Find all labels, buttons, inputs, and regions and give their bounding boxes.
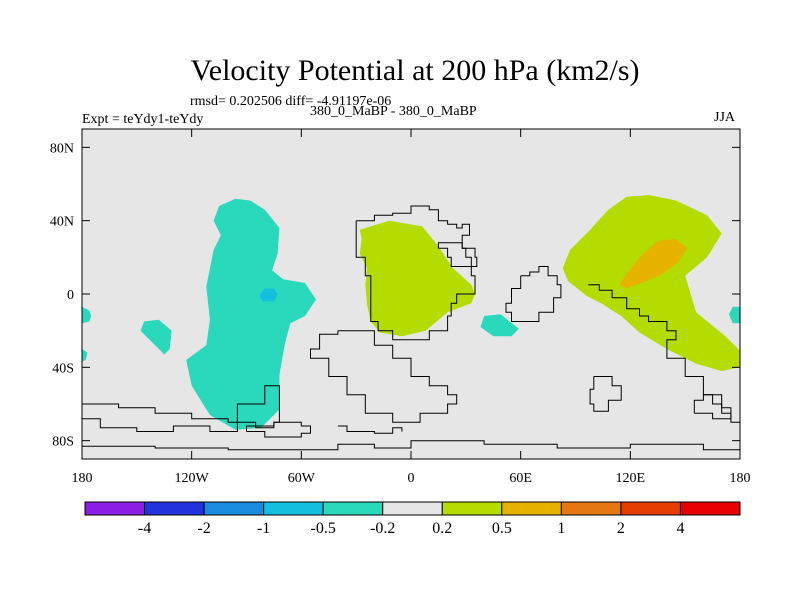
x-tick-label: 180 [730,471,751,486]
negative-region-south-pacific [140,319,172,355]
colorbar-label: 1 [557,520,565,537]
stats-label: rmsd= 0.202506 diff= -4.91197e-06 [190,94,392,109]
contour-regions [82,195,740,430]
colorbar-label: -4 [138,520,151,537]
coastline-6 [337,425,403,434]
season-label: JJA [714,110,736,125]
coastline-0 [355,205,476,341]
colorbar-swatch [144,501,205,516]
x-axis-ticks: 180 120W 60W 0 60E 120E 180 [72,129,751,486]
negative-region-west-small [82,349,88,362]
x-tick-label: 0 [408,471,415,486]
colorbar-label: -2 [197,520,210,537]
colorbar-swatch [382,501,443,516]
coastline-outlines [82,205,740,451]
coastline-1 [437,242,478,267]
coastline-7 [589,376,622,412]
colorbar-swatch [679,501,741,516]
y-tick-label: 80N [50,141,74,156]
positive-region-asia [562,195,740,371]
experiment-label: Expt = teYdy1-teYdy [82,112,204,127]
colorbar-label: 2 [617,520,625,537]
coastline-8 [693,394,732,420]
y-axis-ticks: 80N 40N 0 40S 80S [50,141,740,450]
chart-title: Velocity Potential at 200 hPa (km2/s) [190,54,640,87]
colorbar-label: 0.2 [432,520,452,537]
y-tick-label: 0 [67,288,74,303]
coastline-4 [82,385,280,432]
x-tick-label: 120E [616,471,646,486]
negative-region-pacific-east [186,198,316,430]
colorbar-swatch [322,501,384,516]
colorbar-label: 4 [676,520,684,537]
colorbar: -4 -2 -1 -0.5 -0.2 0.2 0.5 1 2 4 [84,501,741,537]
colorbar-swatch [263,501,324,516]
coastline-5 [82,440,740,451]
coastline-3 [310,330,458,423]
positive-region-africa [359,220,475,337]
positive-region-asia-core [619,239,687,289]
colorbar-label: -1 [257,520,270,537]
y-tick-label: 80S [52,435,74,450]
colorbar-swatch [441,501,503,516]
colorbar-swatch [84,501,146,516]
x-tick-label: 180 [72,471,93,486]
negative-region-east-edge [729,306,740,324]
negative-region-indian-ocean [480,314,519,337]
negative-region-west-edge [82,306,92,324]
colorbar-swatch [501,501,562,516]
colorbar-swatch [203,501,265,516]
colorbar-swatch [620,501,681,516]
colorbar-label: 0.5 [492,520,512,537]
colorbar-label: -0.2 [370,520,395,537]
x-tick-label: 120W [175,471,210,486]
coastline-2 [588,284,740,423]
x-tick-label: 60W [288,471,316,486]
x-tick-label: 60E [509,471,532,486]
coastline-9 [246,421,311,438]
coastline-10 [505,266,562,322]
colorbar-label: -0.5 [311,520,336,537]
y-tick-label: 40N [50,215,74,230]
y-tick-label: 40S [52,361,74,376]
negative-region-pacific-core [259,288,278,302]
colorbar-swatch [560,501,622,516]
chart-subtitle: 380_0_MaBP - 380_0_MaBP [310,104,477,119]
